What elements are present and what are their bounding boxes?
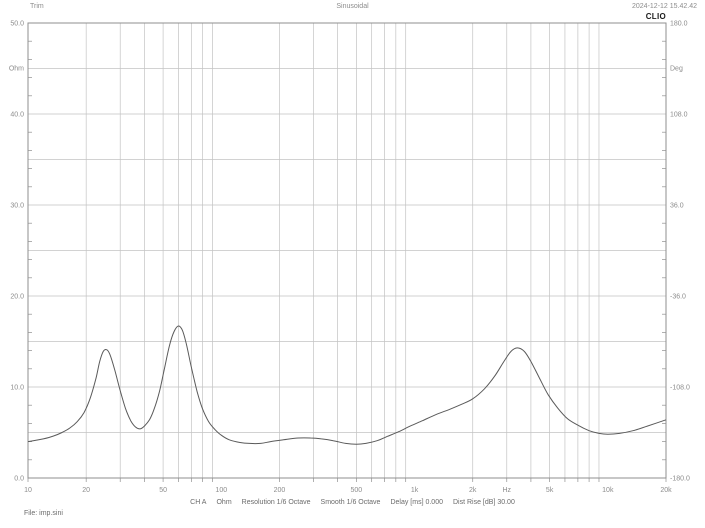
x-tick-label: 10k: [602, 487, 614, 494]
status-segment: Dist Rise [dB] 30.00: [452, 499, 515, 506]
y-left-tick-label: 50.0: [10, 21, 24, 28]
header-note: Trim: [30, 3, 44, 10]
y-right-tick-label: -180.0: [670, 476, 690, 483]
y-right-tick-label: 36.0: [670, 203, 684, 210]
y-left-tick-label: 30.0: [10, 203, 24, 210]
y-left-unit-label: Ohm: [9, 66, 24, 73]
y-right-tick-label: -108.0: [670, 385, 690, 392]
status-segment: Smooth 1/6 Octave: [320, 499, 381, 506]
x-tick-label: 1k: [411, 487, 419, 494]
status-segment: Ohm: [216, 499, 232, 506]
x-tick-label: 50: [159, 487, 167, 494]
plot-border: [27, 22, 667, 479]
x-tick-label: 20k: [660, 487, 672, 494]
status-segment: CH A: [190, 499, 207, 506]
x-tick-label: 5k: [546, 487, 554, 494]
timestamp: 2024-12-12 15.42.42: [632, 3, 697, 10]
status-segment: Delay [ms] 0.000: [390, 499, 443, 506]
y-right-tick-label: -36.0: [670, 294, 686, 301]
x-tick-label: 100: [215, 487, 227, 494]
file-name-label: File: imp.sini: [24, 510, 63, 517]
x-tick-label: 20: [82, 487, 90, 494]
x-tick-label: 500: [351, 487, 363, 494]
y-right-tick-label: 108.0: [670, 112, 688, 119]
y-right-unit-label: Deg: [670, 66, 683, 73]
y-left-tick-label: 20.0: [10, 294, 24, 301]
status-line: CH A Ohm Resolution 1/6 Octave Smooth 1/6 O…: [0, 499, 705, 506]
status-segment: Resolution 1/6 Octave: [241, 499, 311, 506]
y-right-tick-label: 180.0: [670, 21, 688, 28]
x-unit-label: Hz: [502, 487, 511, 494]
x-tick-label: 200: [274, 487, 286, 494]
x-tick-label: 2k: [469, 487, 477, 494]
clio-logo: CLIO: [645, 12, 666, 21]
x-tick-label: 10: [24, 487, 32, 494]
y-left-tick-label: 10.0: [10, 385, 24, 392]
impedance-curve: [27, 325, 667, 445]
y-left-tick-label: 0.0: [14, 476, 24, 483]
measurement-type-title: Sinusoidal: [336, 3, 369, 10]
y-left-tick-label: 40.0: [10, 112, 24, 119]
